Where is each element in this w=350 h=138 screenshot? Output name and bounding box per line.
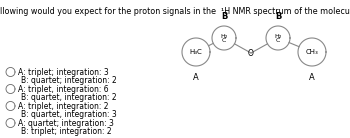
Text: A: triplet; integration: 3: A: triplet; integration: 3: [18, 68, 109, 77]
Text: C: C: [276, 39, 280, 43]
Text: H₂: H₂: [220, 34, 228, 39]
Text: B: triplet; integration: 2: B: triplet; integration: 2: [21, 127, 112, 136]
Text: O: O: [248, 48, 254, 58]
Text: B: B: [275, 12, 281, 21]
Text: A: triplet, integration: 2: A: triplet, integration: 2: [18, 102, 108, 111]
Text: B: quartet; integration: 2: B: quartet; integration: 2: [21, 76, 117, 85]
Text: B: quartet, integration: 3: B: quartet, integration: 3: [21, 110, 117, 119]
Text: C: C: [222, 39, 226, 43]
Text: B: quartet, integration: 2: B: quartet, integration: 2: [21, 93, 117, 102]
Text: A: triplet, integration: 6: A: triplet, integration: 6: [18, 85, 108, 94]
Text: Which of the following would you expect for the proton signals in the  ¹H NMR sp: Which of the following would you expect …: [0, 7, 350, 16]
Text: A: quartet; integration: 3: A: quartet; integration: 3: [18, 119, 114, 128]
Text: A: A: [309, 73, 315, 82]
Text: CH₃: CH₃: [306, 49, 318, 55]
Text: B: B: [221, 12, 227, 21]
Text: H₃C: H₃C: [190, 49, 202, 55]
Text: H₂: H₂: [274, 34, 282, 39]
Text: A: A: [193, 73, 199, 82]
